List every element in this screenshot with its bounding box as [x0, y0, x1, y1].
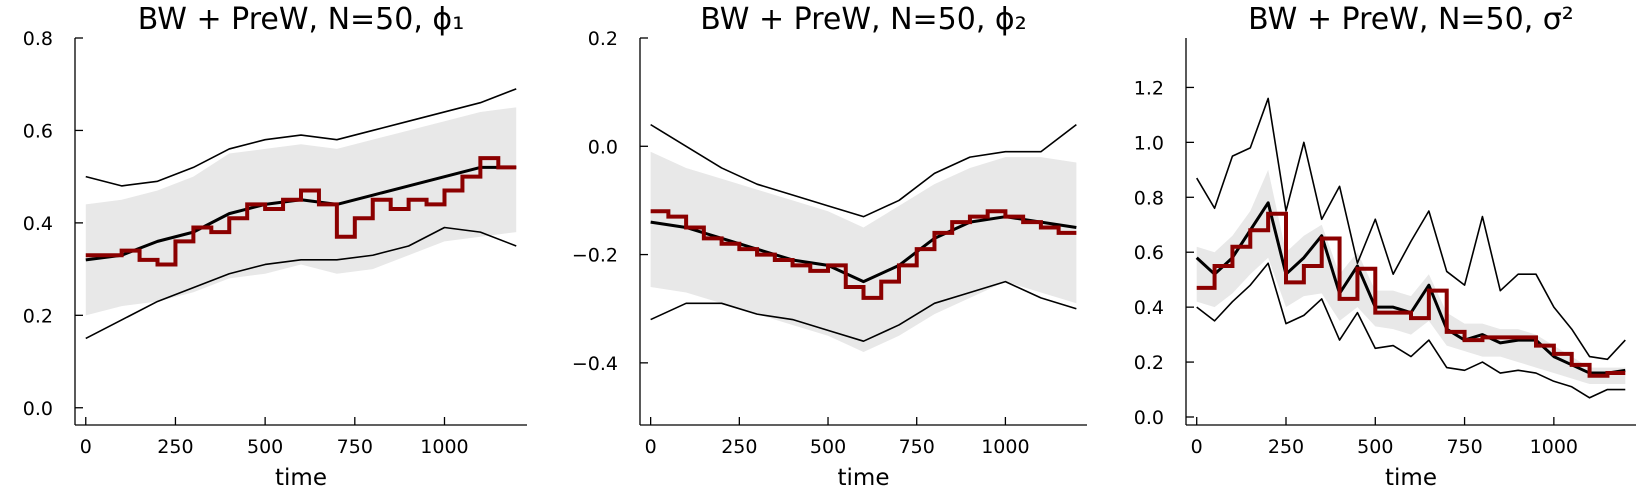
- y-tick-label: 1.2: [1134, 77, 1164, 99]
- x-tick-label: 250: [157, 436, 193, 458]
- y-tick-label: 0.6: [1134, 242, 1164, 264]
- x-tick-label: 500: [810, 436, 846, 458]
- credible-band: [650, 151, 1077, 353]
- x-tick-label: 1000: [1530, 436, 1578, 458]
- x-tick-label: 750: [1446, 436, 1482, 458]
- x-tick-label: 250: [721, 436, 757, 458]
- upper-bound-line: [650, 123, 1077, 218]
- lower-bound-line: [85, 226, 517, 340]
- y-tick-label: −0.2: [572, 245, 618, 267]
- y-tick-label: 0.2: [23, 305, 53, 327]
- x-tick-label: 750: [899, 436, 935, 458]
- y-tick-label: −0.4: [572, 353, 618, 375]
- chart-title: BW + PreW, N=50, σ²: [1248, 2, 1574, 37]
- y-tick-label: 0.8: [1134, 187, 1164, 209]
- x-tick-label: 0: [80, 436, 92, 458]
- x-tick-label: 250: [1268, 436, 1304, 458]
- x-tick-label: 500: [1357, 436, 1393, 458]
- y-tick-label: 0.0: [588, 136, 618, 158]
- upper-bound-line: [1196, 97, 1626, 361]
- y-tick-label: 0.2: [588, 28, 618, 50]
- chart-sigma2: 0.0 0.2 0.4 0.6 0.8 1.0 1.2 0 250 500 750 1000 BW + …: [1134, 2, 1636, 491]
- upper-bound-line: [85, 88, 517, 187]
- y-tick-label: 0.0: [23, 398, 53, 420]
- y-tick-label: 0.6: [23, 120, 53, 142]
- x-axis-label: time: [838, 465, 890, 491]
- step-estimate-line: [1196, 211, 1626, 378]
- chart-title: BW + PreW, N=50, ϕ₁: [138, 2, 464, 37]
- lower-bound-line: [1196, 262, 1626, 399]
- step-estimate-line: [85, 156, 517, 267]
- x-tick-label: 1000: [981, 436, 1029, 458]
- x-tick-label: 0: [1191, 436, 1203, 458]
- y-tick-label: 0.8: [23, 28, 53, 50]
- y-tick-label: 0.4: [1134, 297, 1164, 319]
- y-tick-label: 0.0: [1134, 407, 1164, 429]
- x-tick-label: 1000: [420, 436, 468, 458]
- x-tick-label: 750: [337, 436, 373, 458]
- x-tick-label: 500: [247, 436, 283, 458]
- x-axis-label: time: [1385, 465, 1437, 491]
- step-estimate-line: [650, 209, 1077, 300]
- y-tick-label: 0.2: [1134, 352, 1164, 374]
- y-tick-label: 1.0: [1134, 132, 1164, 154]
- y-tick-label: 0.4: [23, 213, 53, 235]
- lower-bound-line: [650, 280, 1077, 343]
- x-tick-label: 0: [645, 436, 657, 458]
- credible-band: [85, 107, 517, 316]
- chart-title: BW + PreW, N=50, ϕ₂: [700, 2, 1026, 37]
- chart-phi2: −0.4 −0.2 0.0 0.2 0 250 500 750 1000 BW + PreW, N…: [572, 2, 1087, 491]
- x-axis-label: time: [275, 465, 327, 491]
- credible-band: [1196, 169, 1626, 385]
- chart-phi1: 0.0 0.2 0.4 0.6 0.8 0 250 500 750 1000 BW + PreW, …: [23, 2, 527, 491]
